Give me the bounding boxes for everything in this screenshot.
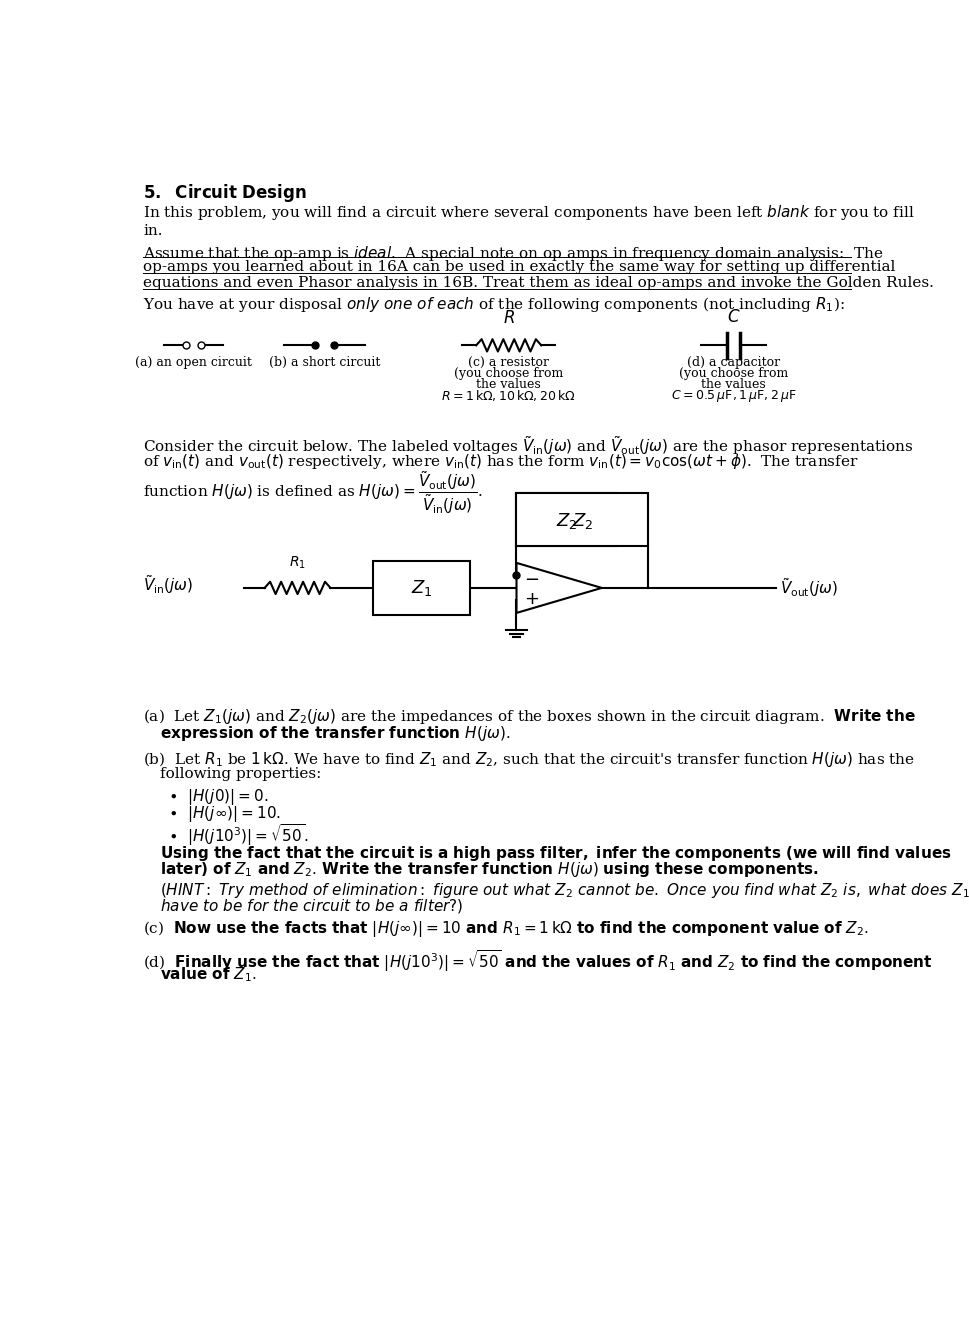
Text: $\tilde{V}_{\mathrm{out}}(j\omega)$: $\tilde{V}_{\mathrm{out}}(j\omega)$ bbox=[779, 577, 837, 599]
Text: the values: the values bbox=[476, 377, 541, 391]
Text: Assume that the op-amp is $\mathit{ideal}$.  A special note on op amps in freque: Assume that the op-amp is $\mathit{ideal… bbox=[142, 244, 883, 262]
Text: You have at your disposal $\mathit{only\ one\ of\ each}$ of the following compon: You have at your disposal $\mathit{only\… bbox=[142, 296, 844, 314]
Text: the values: the values bbox=[701, 377, 766, 391]
Text: op-amps you learned about in 16A can be used in exactly the same way for setting: op-amps you learned about in 16A can be … bbox=[142, 260, 894, 274]
Text: $Z_1$: $Z_1$ bbox=[410, 578, 432, 598]
Text: In this problem, you will find a circuit where several components have been left: In this problem, you will find a circuit… bbox=[142, 203, 914, 238]
Text: $\bullet$  $|H(j\infty)| = 10.$: $\bullet$ $|H(j\infty)| = 10.$ bbox=[168, 804, 281, 824]
Text: $-$: $-$ bbox=[524, 569, 539, 587]
Text: (you choose from: (you choose from bbox=[453, 367, 563, 380]
Text: $+$: $+$ bbox=[524, 590, 539, 609]
Text: $Z_2$: $Z_2$ bbox=[555, 511, 577, 531]
Text: (a)  Let $Z_1(j\omega)$ and $Z_2(j\omega)$ are the impedances of the boxes shown: (a) Let $Z_1(j\omega)$ and $Z_2(j\omega)… bbox=[142, 708, 915, 727]
Text: (c)  $\mathbf{Now\ use\ the\ facts\ that}$ $|H(j\infty)| = 10$ $\mathbf{and}$ $R: (c) $\mathbf{Now\ use\ the\ facts\ that}… bbox=[142, 919, 868, 939]
Bar bbox=[516, 494, 616, 546]
Text: $Z_2$: $Z_2$ bbox=[571, 511, 592, 531]
Text: $\mathbf{Using\ the\ fact\ that\ the\ circuit\ is\ a\ high\ pass\ filter,\ infer: $\mathbf{Using\ the\ fact\ that\ the\ ci… bbox=[160, 843, 951, 863]
Text: $\mathbf{later)\ of}$ $Z_1$ $\mathbf{and}$ $Z_2$.$\mathbf{\ Write\ the\ transfer: $\mathbf{later)\ of}$ $Z_1$ $\mathbf{and… bbox=[160, 860, 818, 879]
Text: $R$: $R$ bbox=[502, 310, 515, 326]
Text: function $H(j\omega)$ is defined as $H(j\omega) = \dfrac{\tilde{V}_{\mathrm{out}: function $H(j\omega)$ is defined as $H(j… bbox=[142, 470, 483, 516]
Text: Consider the circuit below. The labeled voltages $\tilde{V}_{\mathrm{in}}(j\omeg: Consider the circuit below. The labeled … bbox=[142, 434, 913, 456]
Bar bbox=[516, 494, 647, 546]
Text: $C = 0.5\,\mu\mathrm{F}, 1\,\mu\mathrm{F}, 2\,\mu\mathrm{F}$: $C = 0.5\,\mu\mathrm{F}, 1\,\mu\mathrm{F… bbox=[671, 388, 796, 404]
Text: $\mathbf{5.\ \ Circuit\ Design}$: $\mathbf{5.\ \ Circuit\ Design}$ bbox=[142, 182, 306, 205]
Text: (d) a capacitor: (d) a capacitor bbox=[686, 356, 779, 369]
Text: (d)  $\mathbf{Finally\ use\ the\ fact\ that}$ $|H(j10^3)| = \sqrt{50}$ $\mathbf{: (d) $\mathbf{Finally\ use\ the\ fact\ th… bbox=[142, 949, 931, 974]
Bar bbox=[373, 561, 470, 615]
Text: $R = 1\,\mathrm{k}\Omega, 10\,\mathrm{k}\Omega, 20\,\mathrm{k}\Omega$: $R = 1\,\mathrm{k}\Omega, 10\,\mathrm{k}… bbox=[441, 388, 576, 404]
Text: $C$: $C$ bbox=[726, 309, 739, 326]
Text: (c) a resistor: (c) a resistor bbox=[468, 356, 548, 369]
Text: (b)  Let $R_1$ be $1\,\mathrm{k}\Omega$. We have to find $Z_1$ and $Z_2$, such t: (b) Let $R_1$ be $1\,\mathrm{k}\Omega$. … bbox=[142, 749, 914, 768]
Text: (a) an open circuit: (a) an open circuit bbox=[135, 356, 252, 369]
Text: $\tilde{V}_{\mathrm{in}}(j\omega)$: $\tilde{V}_{\mathrm{in}}(j\omega)$ bbox=[142, 573, 193, 595]
Text: $R_1$: $R_1$ bbox=[289, 554, 305, 571]
Text: (b) a short circuit: (b) a short circuit bbox=[269, 356, 381, 369]
Text: $\mathbf{expression\ of\ the\ transfer\ function}$ $H(j\omega)$.: $\mathbf{expression\ of\ the\ transfer\ … bbox=[160, 724, 510, 743]
Text: (you choose from: (you choose from bbox=[678, 367, 787, 380]
Text: $\bullet$  $|H(j10^3)| = \sqrt{50}.$: $\bullet$ $|H(j10^3)| = \sqrt{50}.$ bbox=[168, 822, 308, 848]
Text: $\bullet$  $|H(j0)| = 0.$: $\bullet$ $|H(j0)| = 0.$ bbox=[168, 787, 268, 807]
Text: $\mathbf{value\ of}$ $Z_1$.: $\mathbf{value\ of}$ $Z_1$. bbox=[160, 965, 257, 983]
Text: of $v_{\mathrm{in}}(t)$ and $v_{\mathrm{out}}(t)$ respectively, where $v_{\mathr: of $v_{\mathrm{in}}(t)$ and $v_{\mathrm{… bbox=[142, 452, 858, 471]
Text: $\mathit{(HINT:\ Try\ method\ of\ elimination:\ figure\ out\ what\ Z_2\ cannot\ : $\mathit{(HINT:\ Try\ method\ of\ elimin… bbox=[160, 880, 969, 899]
Text: $\mathit{have\ to\ be\ for\ the\ circuit\ to\ be\ a\ filter?)}$: $\mathit{have\ to\ be\ for\ the\ circuit… bbox=[160, 898, 463, 915]
Text: following properties:: following properties: bbox=[160, 767, 321, 780]
Text: equations and even Phasor analysis in 16B. Treat them as ideal op-amps and invok: equations and even Phasor analysis in 16… bbox=[142, 276, 933, 290]
